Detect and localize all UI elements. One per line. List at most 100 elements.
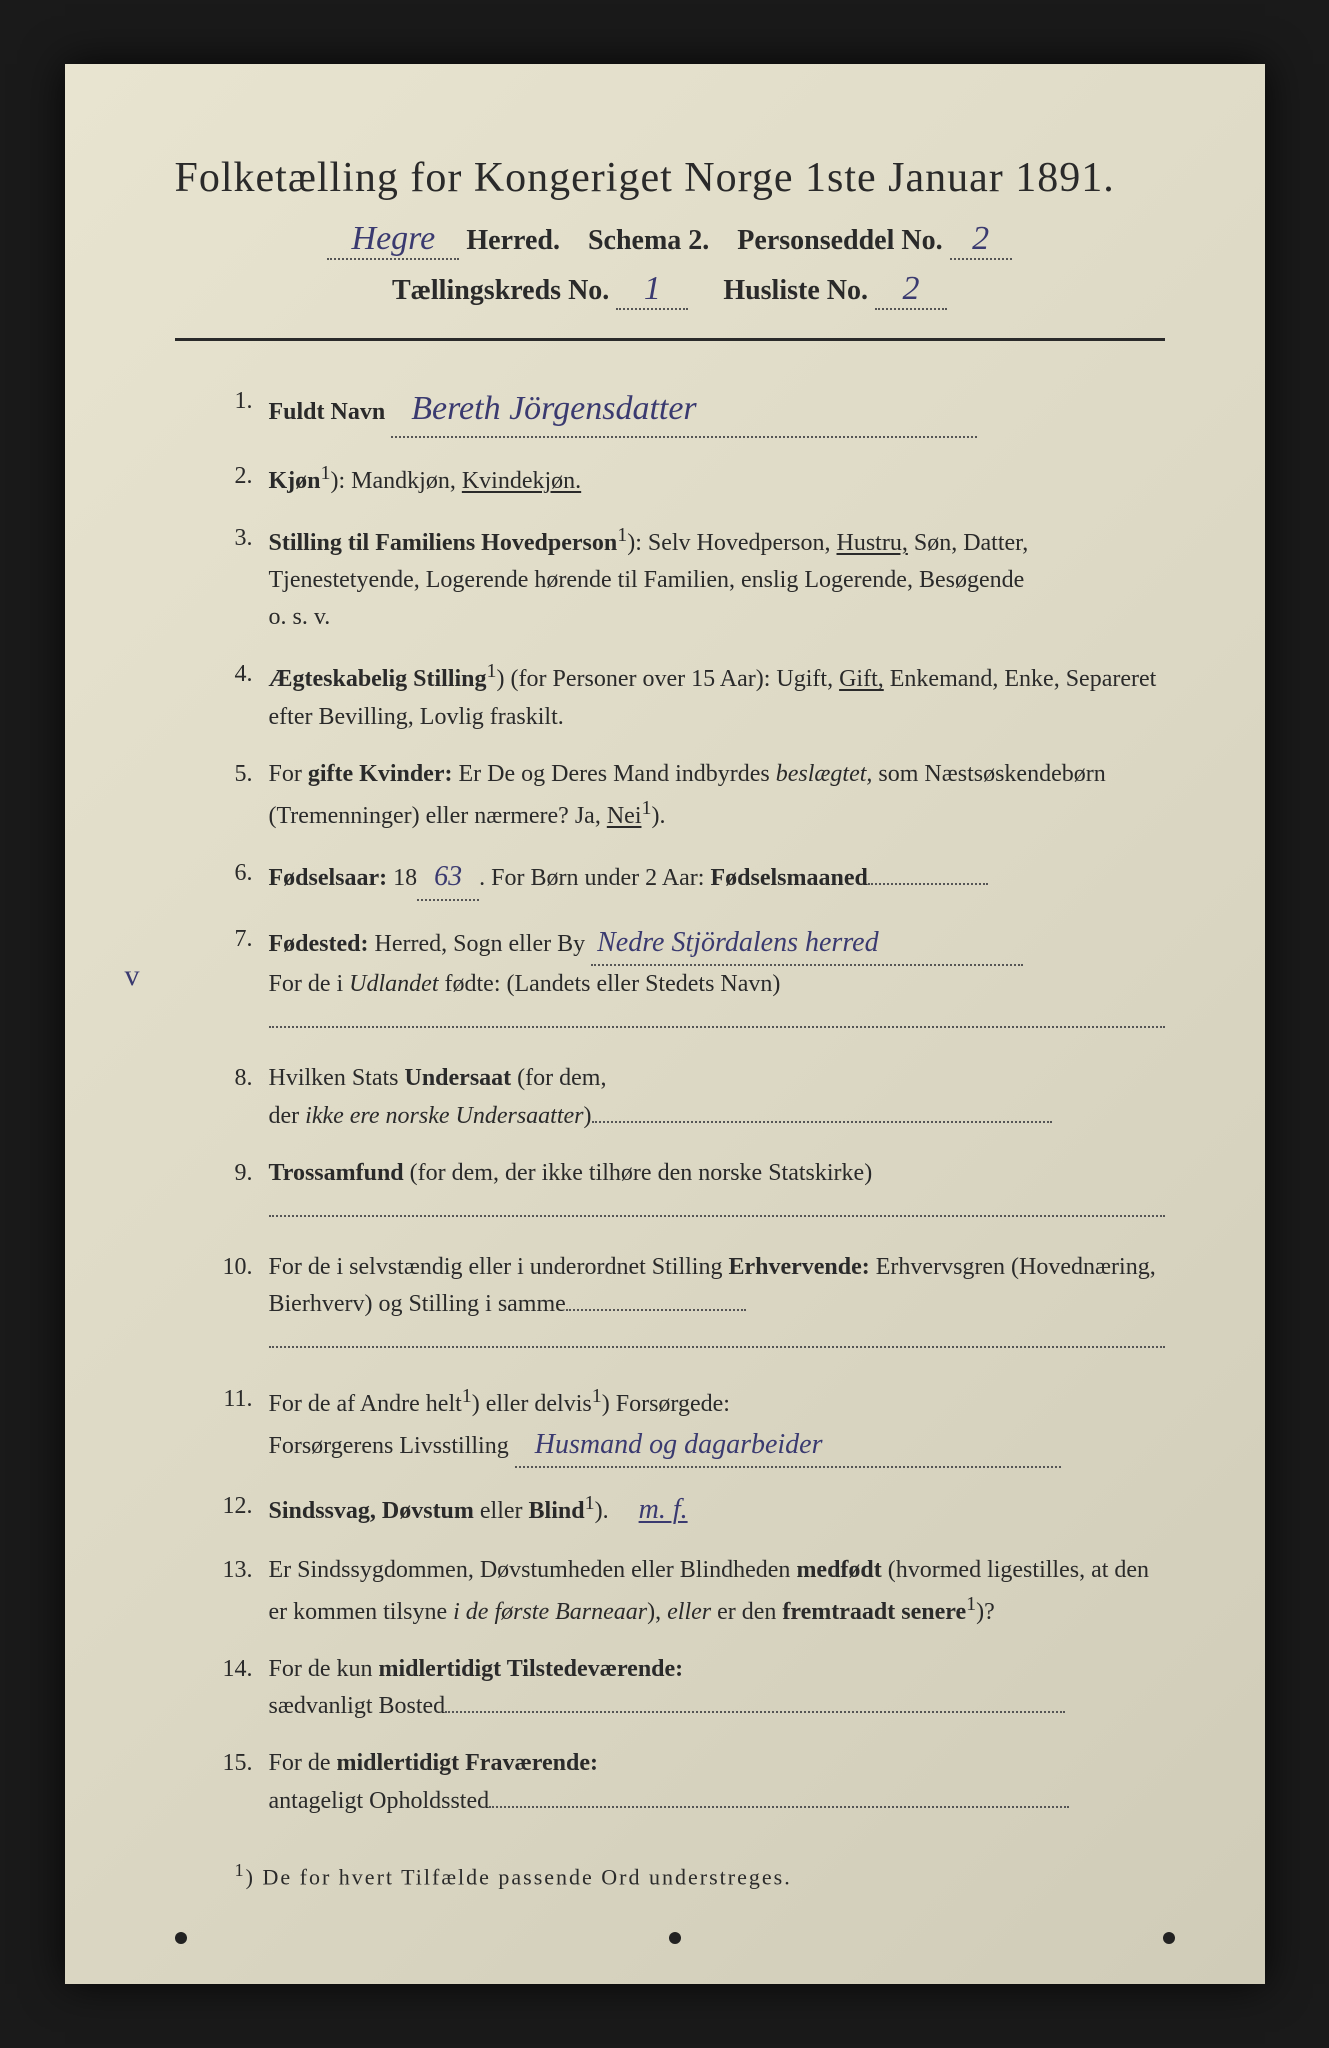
label: Blind xyxy=(529,1498,585,1524)
text: Herred, Sogn eller By xyxy=(368,931,585,957)
item-7: 7. Fødested: Herred, Sogn eller By Nedre… xyxy=(195,921,1165,1041)
text: ). xyxy=(595,1498,609,1524)
selected-value: Gift, xyxy=(839,666,884,692)
herred-value: Hegre xyxy=(327,220,459,260)
sup: 1 xyxy=(592,1385,602,1407)
header: Folketælling for Kongeriget Norge 1ste J… xyxy=(175,154,1165,310)
item-body: Fødested: Herred, Sogn eller By Nedre St… xyxy=(269,921,1165,1041)
item-10: 10. For de i selvstændig eller i underor… xyxy=(195,1249,1165,1361)
text: fødte: (Landets eller Stedets Navn) xyxy=(439,971,781,997)
label: gifte Kvinder: xyxy=(308,761,453,787)
item-body: Sindssvag, Døvstum eller Blind1). m. f. xyxy=(269,1488,1165,1531)
item-num: 6. xyxy=(195,855,269,900)
item-12: 12. Sindssvag, Døvstum eller Blind1). m.… xyxy=(195,1488,1165,1531)
item-body: For de i selvstændig eller i underordnet… xyxy=(269,1249,1165,1361)
birth-year-value: 63 xyxy=(417,855,479,900)
item-num: 1. xyxy=(195,383,269,438)
item-13: 13. Er Sindssygdommen, Døvstumheden elle… xyxy=(195,1552,1165,1631)
label: fremtraadt senere xyxy=(782,1599,966,1625)
text: ) Forsørgede: xyxy=(602,1391,730,1417)
text: i de første Barneaar xyxy=(453,1599,647,1625)
footnote-text: ) De for hvert Tilfælde passende Ord und… xyxy=(246,1864,792,1889)
item-num: 11. xyxy=(195,1381,269,1469)
text: ) xyxy=(584,1103,592,1129)
label: Ægteskabelig Stilling xyxy=(269,666,487,692)
text: ): Selv Hovedperson, xyxy=(627,530,836,556)
item-num: 2. xyxy=(195,458,269,500)
item-body: Er Sindssygdommen, Døvstumheden eller Bl… xyxy=(269,1552,1165,1631)
text: o. s. v. xyxy=(269,599,1165,636)
text: For de af Andre helt xyxy=(269,1391,462,1417)
full-name-value: Bereth Jörgensdatter xyxy=(391,383,977,438)
item-15: 15. For de midlertidigt Fraværende: anta… xyxy=(195,1745,1165,1819)
text: Er Sindssygdommen, Døvstumheden eller Bl… xyxy=(269,1557,797,1583)
text: For de kun xyxy=(269,1656,379,1682)
text: For de xyxy=(269,1750,337,1776)
header-line-2: Tællingskreds No. 1 Husliste No. 2 xyxy=(175,270,1165,310)
item-3: 3. Stilling til Familiens Hovedperson1):… xyxy=(195,520,1165,637)
text: ), xyxy=(647,1599,667,1625)
kreds-label: Tællingskreds No. xyxy=(392,275,609,306)
blank-line xyxy=(269,1324,1165,1348)
item-num: 10. xyxy=(195,1249,269,1361)
label: Stilling til Familiens Hovedperson xyxy=(269,530,618,556)
footnote: 1) De for hvert Tilfælde passende Ord un… xyxy=(175,1860,1165,1890)
text: ikke ere norske Undersaatter xyxy=(305,1103,583,1129)
hole-icon xyxy=(1163,1932,1175,1944)
header-line-1: Hegre Herred. Schema 2. Personseddel No.… xyxy=(175,220,1165,260)
item-4: 4. Ægteskabelig Stilling1) (for Personer… xyxy=(195,656,1165,735)
sup: 1 xyxy=(641,797,651,819)
personseddel-label: Personseddel No. xyxy=(737,225,942,256)
text: ) eller delvis xyxy=(472,1391,592,1417)
sup: 1 xyxy=(462,1385,472,1407)
text: eller xyxy=(474,1498,529,1524)
hole-icon xyxy=(669,1932,681,1944)
item-body: For de midlertidigt Fraværende: antageli… xyxy=(269,1745,1165,1819)
item-2: 2. Kjøn1): Mandkjøn, Kvindekjøn. xyxy=(195,458,1165,500)
item-body: Hvilken Stats Undersaat (for dem, der ik… xyxy=(269,1060,1165,1134)
text: 18 xyxy=(387,865,417,891)
text: (for dem, der ikke tilhøre den norske St… xyxy=(404,1160,873,1186)
sup: 1 xyxy=(617,524,627,546)
label: Fødested: xyxy=(269,931,369,957)
item-num: 7. xyxy=(195,921,269,1041)
text: . For Børn under 2 Aar: xyxy=(479,865,710,891)
text: beslægtet, xyxy=(776,761,873,787)
sup: 1 xyxy=(235,1860,246,1880)
label: medfødt xyxy=(796,1557,881,1583)
item-body: For de kun midlertidigt Tilstedeværende:… xyxy=(269,1651,1165,1725)
selected-value: Hustru, xyxy=(837,530,908,556)
sup: 1 xyxy=(321,462,331,484)
item-num: 15. xyxy=(195,1745,269,1819)
text: )? xyxy=(976,1599,995,1625)
item-body: Kjøn1): Mandkjøn, Kvindekjøn. xyxy=(269,458,1165,500)
label: Kjøn xyxy=(269,468,321,494)
item-body: For gifte Kvinder: Er De og Deres Mand i… xyxy=(269,756,1165,835)
label: Fuldt Navn xyxy=(269,399,386,425)
item-14: 14. For de kun midlertidigt Tilstedevære… xyxy=(195,1651,1165,1725)
husliste-label: Husliste No. xyxy=(723,275,868,306)
blank-line xyxy=(868,883,988,885)
schema-label: Schema 2. xyxy=(588,225,709,256)
blank-line xyxy=(566,1309,746,1311)
text: Forsørgerens Livsstilling xyxy=(269,1433,509,1459)
item-num: 3. xyxy=(195,520,269,637)
item-body: Stilling til Familiens Hovedperson1): Se… xyxy=(269,520,1165,637)
selected-value: Nei xyxy=(607,803,642,829)
item-body: Ægteskabelig Stilling1) (for Personer ov… xyxy=(269,656,1165,735)
blank-line xyxy=(269,1004,1165,1028)
sup: 1 xyxy=(487,660,497,682)
item-body: Fødselsaar: 1863. For Børn under 2 Aar: … xyxy=(269,855,1165,900)
item-8: 8. Hvilken Stats Undersaat (for dem, der… xyxy=(195,1060,1165,1134)
item-11: 11. For de af Andre helt1) eller delvis1… xyxy=(195,1381,1165,1469)
item-1: 1. Fuldt Navn Bereth Jörgensdatter xyxy=(195,383,1165,438)
label: midlertidigt Fraværende: xyxy=(337,1750,599,1776)
text: ) (for Personer over 15 Aar): Ugift, xyxy=(497,666,840,692)
text: Er De og Deres Mand indbyrdes xyxy=(452,761,775,787)
text: (for dem, xyxy=(511,1065,606,1091)
text: sædvanligt Bosted xyxy=(269,1693,446,1719)
birthplace-value: Nedre Stjördalens herred xyxy=(591,921,1023,966)
item-num: 12. xyxy=(195,1488,269,1531)
text: antageligt Opholdssted xyxy=(269,1788,490,1814)
label: Fødselsmaaned xyxy=(710,865,867,891)
